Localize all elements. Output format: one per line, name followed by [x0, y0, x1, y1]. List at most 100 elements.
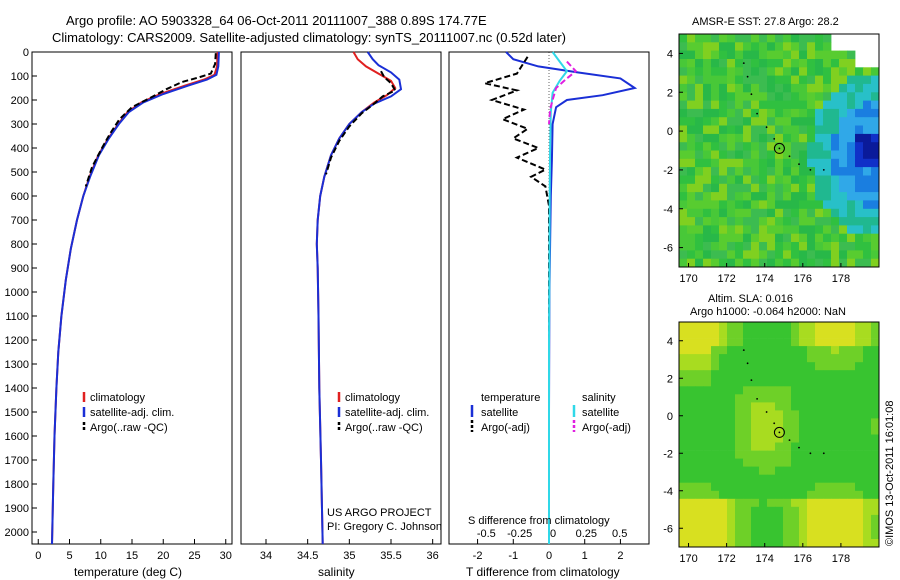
map-cell — [695, 233, 704, 243]
map-cell — [695, 125, 704, 135]
map-cell — [791, 474, 800, 484]
map-cell — [823, 108, 832, 118]
map-cell — [679, 394, 688, 403]
map-cell — [775, 50, 784, 60]
map-cell — [791, 522, 800, 532]
map-cell — [687, 474, 696, 484]
map-cell — [735, 67, 744, 76]
map-cell — [751, 225, 760, 235]
map-cell — [751, 175, 760, 185]
map-cell — [727, 394, 736, 403]
map-cell — [831, 75, 840, 85]
map-cell — [719, 482, 728, 492]
map-cell — [839, 442, 848, 451]
map-cell — [687, 330, 696, 339]
map-cell — [687, 498, 696, 508]
map-cell — [855, 394, 864, 403]
map-cell — [695, 200, 704, 210]
map-cell — [847, 200, 856, 210]
map-cell — [815, 34, 824, 43]
map-cell — [687, 192, 696, 201]
map-cell — [799, 418, 808, 427]
map-cell — [871, 378, 880, 387]
map-cell — [687, 434, 696, 443]
map-cell — [727, 386, 736, 395]
map-cell — [679, 208, 688, 218]
map-cell — [871, 125, 880, 135]
map-cell — [735, 530, 744, 540]
map-cell — [719, 150, 728, 160]
map-cell — [727, 175, 736, 185]
map-cell — [823, 426, 832, 435]
map-cell — [719, 34, 728, 43]
map-cell — [727, 490, 736, 500]
map-cell — [695, 442, 704, 451]
map-cell — [687, 67, 696, 76]
map-cell — [767, 183, 776, 193]
map-cell — [687, 450, 696, 459]
map-cell — [687, 42, 696, 51]
map-cell — [823, 133, 832, 143]
map-cell — [791, 83, 800, 93]
map-cell — [799, 362, 808, 371]
map-cell — [775, 370, 784, 379]
map-cell — [679, 117, 688, 126]
map-cell — [863, 402, 872, 411]
map-cell — [727, 150, 736, 160]
map-cell — [783, 338, 792, 347]
map-cell — [807, 402, 816, 411]
map-cell — [871, 192, 880, 201]
map-cell — [823, 354, 832, 363]
map-cell — [807, 208, 816, 218]
map-cell — [703, 233, 712, 243]
map-cell — [807, 490, 816, 500]
map-cell — [759, 418, 768, 427]
map-cell — [815, 67, 824, 76]
map-cell — [727, 258, 736, 268]
map-cell — [703, 117, 712, 126]
lon-tick-label: 178 — [832, 273, 850, 285]
map-cell — [783, 192, 792, 201]
map-cell — [751, 386, 760, 395]
map-cell — [703, 402, 712, 411]
map-cell — [767, 225, 776, 235]
map-cell — [823, 330, 832, 339]
map-cell — [783, 217, 792, 226]
map-cell — [727, 59, 736, 68]
map-cell — [847, 225, 856, 235]
map-cell — [703, 514, 712, 524]
map-cell — [823, 192, 832, 201]
map-cell — [815, 117, 824, 126]
map-cell — [695, 362, 704, 371]
map-cell — [743, 370, 752, 379]
lon-tick-label: 176 — [794, 553, 812, 565]
map-cell — [863, 426, 872, 435]
map-cell — [871, 258, 880, 268]
map-cell — [727, 192, 736, 201]
map-cell — [791, 506, 800, 516]
map-cell — [791, 142, 800, 151]
map-cell — [783, 402, 792, 411]
map-cell — [775, 75, 784, 85]
map-cell — [727, 466, 736, 475]
map-cell — [799, 167, 808, 176]
map-cell — [839, 498, 848, 508]
map-cell — [695, 50, 704, 60]
map-cell — [679, 242, 688, 251]
map-cell — [735, 370, 744, 379]
map-cell — [767, 192, 776, 201]
map-cell — [839, 322, 848, 331]
map-cell — [871, 402, 880, 411]
map-cell — [719, 378, 728, 387]
map-cell — [831, 530, 840, 540]
map-cell — [831, 59, 840, 68]
map-cell — [727, 92, 736, 101]
map-cell — [831, 514, 840, 524]
map-cell — [791, 100, 800, 110]
map-cell — [751, 158, 760, 168]
map-cell — [751, 346, 760, 355]
map-cell — [799, 42, 808, 51]
map-cell — [719, 67, 728, 76]
map-cell — [791, 378, 800, 387]
y-tick-label: 1400 — [5, 383, 29, 395]
